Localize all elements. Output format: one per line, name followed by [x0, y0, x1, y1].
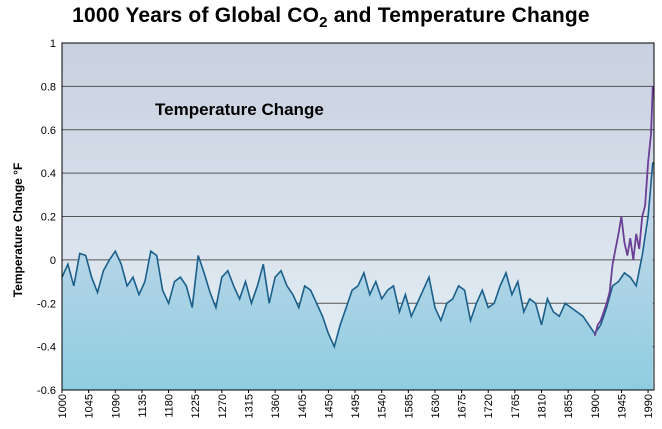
x-tick-label: 1900 — [590, 394, 602, 418]
chart-title-prefix: 1000 Years of Global CO — [72, 4, 320, 27]
y-tick-label: 1 — [50, 38, 56, 50]
x-tick-label: 1495 — [350, 394, 362, 418]
x-tick-label: 1090 — [110, 394, 122, 418]
chart-title-suffix: and Temperature Change — [327, 4, 590, 27]
x-tick-label: 1000 — [57, 394, 69, 418]
plot-frame — [61, 42, 655, 391]
x-tick-label: 1045 — [84, 394, 96, 418]
y-tick-label: 0.8 — [41, 81, 56, 93]
y-tick-label: 0.4 — [41, 168, 56, 180]
x-tick-label: 1315 — [243, 394, 255, 418]
x-tick-label: 1585 — [403, 394, 415, 418]
y-tick-label: 0.2 — [41, 212, 56, 224]
temperature-instrumental-line — [593, 86, 654, 337]
y-tick-label: -0.2 — [37, 298, 56, 310]
x-tick-label: 1855 — [563, 394, 575, 418]
x-tick-label: 1135 — [137, 394, 149, 418]
x-tick-label: 1765 — [510, 394, 522, 418]
y-tick-label: 0.6 — [41, 125, 56, 137]
x-tick-label: 1405 — [297, 394, 309, 418]
gridlines — [62, 85, 654, 348]
chart-annotation: Temperature Change — [155, 100, 324, 119]
y-tick-label: -0.6 — [37, 385, 56, 397]
x-tick-label: 1270 — [217, 394, 229, 418]
x-tick-label: 1810 — [537, 394, 549, 418]
x-tick-label: 1450 — [323, 394, 335, 418]
y-axis-ticks: -0.6 -0.4 -0.2 0 0.2 0.4 0.6 0.8 1 — [37, 38, 56, 397]
x-tick-label: 1225 — [190, 394, 202, 418]
y-axis-label: Temperature Change °F — [11, 163, 25, 298]
x-tick-label: 1540 — [377, 394, 389, 418]
x-axis-ticks: 1000 1045 1090 1135 1180 1225 1270 1315 1360 1405… — [57, 390, 655, 418]
x-tick-label: 1360 — [270, 394, 282, 418]
x-tick-label: 1720 — [483, 394, 495, 418]
chart-title: 1000 Years of Global CO2 and Temperature… — [0, 4, 662, 31]
chart-title-subscript: 2 — [319, 14, 328, 31]
x-tick-label: 1945 — [616, 394, 628, 418]
y-tick-label: 0 — [50, 255, 56, 267]
temperature-area-fill — [62, 162, 653, 390]
y-tick-label: -0.4 — [37, 342, 56, 354]
x-tick-label: 1180 — [164, 394, 176, 418]
temperature-proxy-line — [61, 162, 654, 349]
x-tick-label: 1990 — [643, 394, 655, 418]
x-tick-label: 1630 — [430, 394, 442, 418]
x-tick-label: 1675 — [457, 394, 469, 418]
